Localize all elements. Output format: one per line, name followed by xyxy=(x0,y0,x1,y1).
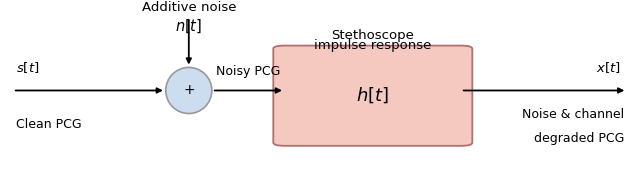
Text: Noisy PCG: Noisy PCG xyxy=(216,65,280,78)
Text: $x[t]$: $x[t]$ xyxy=(596,60,621,75)
Text: Additive noise: Additive noise xyxy=(141,1,236,14)
Text: Stethoscope: Stethoscope xyxy=(332,29,414,42)
Text: $s[t]$: $s[t]$ xyxy=(16,60,40,75)
Text: Clean PCG: Clean PCG xyxy=(16,118,82,131)
Ellipse shape xyxy=(166,68,212,113)
Text: $+$: $+$ xyxy=(183,84,195,97)
Text: $n[t]$: $n[t]$ xyxy=(175,17,202,35)
Text: Noise & channel: Noise & channel xyxy=(522,108,624,121)
Text: $h[t]$: $h[t]$ xyxy=(356,86,389,105)
Text: degraded PCG: degraded PCG xyxy=(534,132,624,145)
FancyBboxPatch shape xyxy=(273,46,472,146)
Text: impulse response: impulse response xyxy=(314,39,431,52)
